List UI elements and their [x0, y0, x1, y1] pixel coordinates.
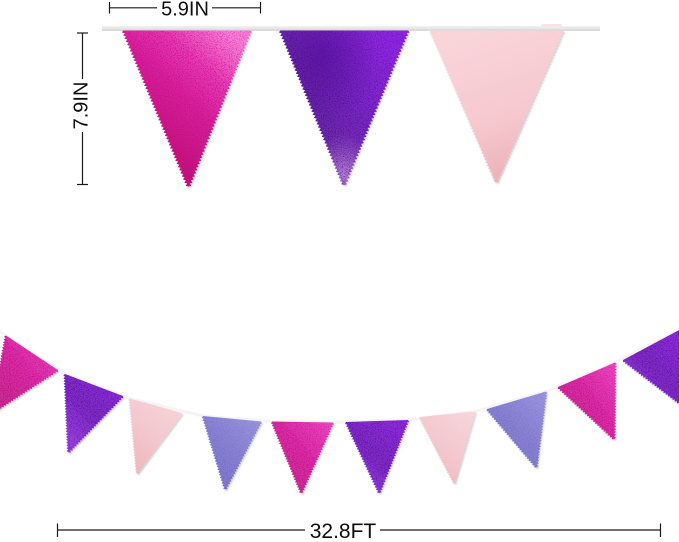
svg-text:32.8FT: 32.8FT [310, 520, 377, 542]
svg-text:7.9IN: 7.9IN [71, 82, 93, 130]
svg-text:5.9IN: 5.9IN [161, 0, 209, 21]
